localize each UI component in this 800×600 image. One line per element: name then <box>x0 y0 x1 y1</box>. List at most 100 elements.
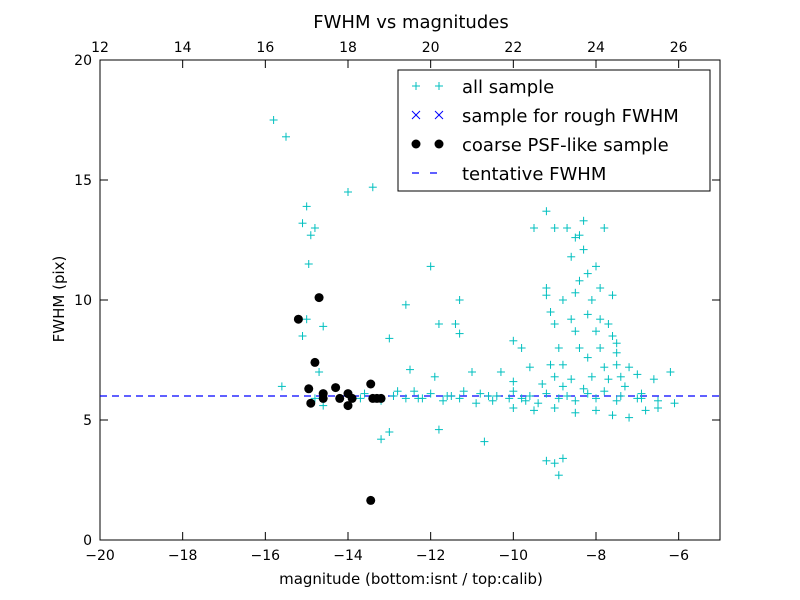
all-sample-point <box>600 224 609 232</box>
all-sample-point <box>319 401 328 410</box>
legend-box <box>397 69 711 192</box>
all-sample-point <box>563 224 572 232</box>
x-top-tick-label: 26 <box>670 40 688 56</box>
all-sample-point <box>571 288 580 297</box>
all-sample-point <box>451 320 460 328</box>
all-sample-point <box>583 389 592 398</box>
all-sample-point <box>356 394 365 403</box>
psf-like-point <box>318 393 328 403</box>
legend-symbol-plus <box>412 82 420 90</box>
all-sample-point <box>587 296 596 304</box>
x-tick-label: −6 <box>668 548 689 564</box>
all-sample-point <box>654 396 662 405</box>
all-sample-point <box>608 411 617 420</box>
all-sample-point <box>550 459 559 468</box>
all-sample-point <box>567 375 576 384</box>
all-sample-point <box>542 456 551 465</box>
all-sample-point <box>434 425 443 434</box>
x-tick-label: −12 <box>416 548 446 564</box>
legend-symbol-dot <box>411 139 421 149</box>
all-sample-point <box>509 404 518 412</box>
all-sample-point <box>608 291 617 300</box>
all-sample-point <box>596 315 605 324</box>
all-sample-point <box>596 284 605 292</box>
psf-like-point <box>293 314 303 324</box>
x-tick-label: −20 <box>85 548 115 564</box>
all-sample-point <box>505 394 514 403</box>
x-top-tick-label: 12 <box>91 40 109 56</box>
legend-label-psf-like-sample: coarse PSF-like sample <box>462 135 669 156</box>
all-sample-point <box>525 392 534 400</box>
all-sample-point <box>612 396 621 405</box>
x-tick-label: −14 <box>333 548 363 564</box>
y-tick-label: 20 <box>74 53 92 69</box>
all-sample-point <box>385 334 394 343</box>
legend-symbol-plus <box>435 82 443 90</box>
all-sample-point <box>430 372 439 381</box>
all-sample-point <box>455 329 464 338</box>
all-sample-point <box>563 392 572 400</box>
x-tick-label: −18 <box>168 548 198 564</box>
x-top-tick-label: 14 <box>174 40 192 56</box>
x-tick-label: −10 <box>499 548 529 564</box>
all-sample-point <box>310 224 319 232</box>
x-top-tick-label: 18 <box>339 40 357 56</box>
all-sample-point <box>319 322 328 331</box>
legend-symbol-x <box>434 110 444 120</box>
all-sample-point <box>625 363 634 372</box>
all-sample-point <box>525 363 534 372</box>
all-sample-point <box>468 368 476 376</box>
psf-like-point <box>306 398 316 408</box>
y-axis-label: FWHM (pix) <box>50 256 68 343</box>
legend-symbols <box>411 82 444 174</box>
all-sample-point <box>401 394 410 403</box>
all-sample-point <box>310 394 319 403</box>
psf-like-point <box>304 384 314 394</box>
all-sample-point <box>670 399 679 408</box>
all-sample-point <box>666 368 675 376</box>
x-top-tick-label: 24 <box>587 40 605 56</box>
psf-like-point <box>347 393 357 403</box>
all-sample-point <box>554 471 563 480</box>
all-sample-point <box>612 348 621 357</box>
y-tick-label: 5 <box>83 413 92 429</box>
all-sample-point <box>558 454 567 463</box>
all-sample-point <box>583 353 592 362</box>
all-sample-point <box>455 296 464 304</box>
all-sample-point <box>600 387 609 396</box>
all-sample-point <box>649 375 658 384</box>
all-sample-point <box>596 344 605 352</box>
all-sample-point <box>579 216 588 225</box>
all-sample-point <box>472 399 481 408</box>
all-sample-point <box>488 396 497 405</box>
x-top-tick-label: 16 <box>256 40 274 56</box>
plot-area <box>100 116 720 505</box>
all-sample-point <box>530 224 538 232</box>
all-sample-point <box>542 207 551 216</box>
all-sample-point <box>509 336 518 345</box>
all-sample-point <box>298 219 307 228</box>
all-sample-point <box>550 404 559 412</box>
psf-like-point <box>366 495 376 505</box>
psf-like-point <box>366 379 376 389</box>
all-sample-point <box>447 392 456 400</box>
all-sample-point <box>654 404 662 412</box>
all-sample-point <box>414 394 423 403</box>
all-sample-point <box>571 327 580 336</box>
all-sample-point <box>434 320 443 328</box>
all-sample-point <box>592 262 600 271</box>
all-sample-point <box>571 233 580 242</box>
all-sample-point <box>558 296 567 304</box>
x-tick-label: −16 <box>251 548 281 564</box>
legend-label-rough-fwhm-sample: sample for rough FWHM <box>462 106 679 127</box>
all-sample-point <box>579 245 588 254</box>
all-sample-point <box>304 260 313 268</box>
all-sample-point <box>282 132 290 141</box>
all-sample-point <box>546 360 555 369</box>
psf-like-point <box>343 401 353 411</box>
all-sample-point <box>542 291 551 300</box>
all-sample-point <box>426 262 435 271</box>
legend-label-all-sample: all sample <box>462 77 554 98</box>
all-sample-point <box>567 252 576 261</box>
x-tick-label: −8 <box>586 548 607 564</box>
